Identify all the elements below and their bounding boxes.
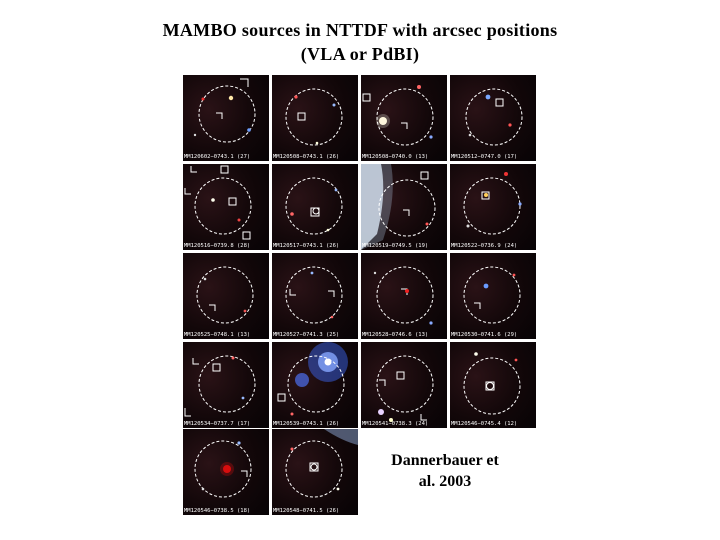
citation-line-1: Dannerbauer et: [391, 452, 499, 469]
image-panel: MM120548−0741.5 (26): [272, 429, 358, 515]
title-line-2: (VLA or PdBI): [300, 44, 420, 64]
image-panel: MM120530−0741.6 (29): [450, 253, 536, 339]
image-panel: MM120508−0743.1 (26): [272, 75, 358, 161]
image-panel: MM120516−0739.8 (28): [183, 164, 269, 250]
image-panel: MM120539−0743.1 (26): [272, 342, 358, 428]
panel-label: MM120525−0748.1 (13): [184, 332, 251, 338]
image-panel: MM120527−0741.3 (25): [272, 253, 358, 339]
title-line-1: MAMBO sources in NTTDF with arcsec posit…: [162, 20, 558, 40]
panel-label: MM120539−0743.1 (26): [273, 421, 340, 427]
panel-label: MM120546−0745.4 (12): [451, 421, 518, 427]
citation: Dannerbauer et al. 2003: [360, 450, 530, 492]
panel-art: [194, 440, 252, 498]
figure-title: MAMBO sources in NTTDF with arcsec posit…: [0, 18, 720, 66]
panel-art: [463, 266, 521, 324]
citation-line-2: al. 2003: [418, 473, 472, 490]
panel-art: [285, 266, 343, 324]
panel-label: MM120517−0743.1 (26): [273, 243, 340, 249]
panel-label: MM120541−0738.3 (24): [362, 421, 429, 427]
image-panel: MM120534−0737.7 (17): [183, 342, 269, 428]
panel-art: [184, 165, 252, 240]
image-panel: MM120508−0740.0 (13): [361, 75, 447, 161]
panel-art: [277, 342, 348, 416]
panel-label: MM120530−0741.6 (29): [451, 332, 518, 338]
image-panel: MM120519−0749.5 (19): [361, 164, 447, 250]
panel-label: MM120512−0747.0 (17): [451, 154, 518, 160]
panel-art: [285, 177, 343, 235]
panel-art: [285, 88, 343, 146]
panel-label: MM120602−0743.1 (27): [184, 154, 251, 160]
panel-art: [463, 172, 522, 235]
panel-art: [285, 429, 358, 498]
panel-label: MM120528−0746.6 (13): [362, 332, 429, 338]
panel-art: [376, 355, 434, 422]
panel-art: [465, 88, 523, 146]
panel-art: [193, 78, 256, 143]
image-panel: MM120517−0743.1 (26): [272, 164, 358, 250]
panel-art: [184, 355, 256, 417]
panel-label: MM120548−0741.5 (26): [273, 508, 340, 514]
image-panel: MM120546−0745.4 (12): [450, 342, 536, 428]
image-panel: MM120602−0743.1 (27): [183, 75, 269, 161]
image-panel: MM120512−0747.0 (17): [450, 75, 536, 161]
image-panel: MM120541−0738.3 (24): [361, 342, 447, 428]
panel-art: [373, 266, 434, 325]
panel-art: [463, 352, 521, 415]
image-panel: MM120525−0748.1 (13): [183, 253, 269, 339]
image-panel: MM120528−0746.6 (13): [361, 253, 447, 339]
panel-label: MM120519−0749.5 (19): [362, 243, 429, 249]
panel-label: MM120508−0740.0 (13): [362, 154, 429, 160]
image-grid: MM120602−0743.1 (27) MM120508−0743.1 (26…: [183, 75, 536, 515]
panel-label: MM120546−0738.5 (18): [184, 508, 251, 514]
image-panel: MM120522−0736.9 (24): [450, 164, 536, 250]
panel-label: MM120516−0739.8 (28): [184, 243, 251, 249]
panel-art: [196, 266, 254, 324]
panel-label: MM120534−0737.7 (17): [184, 421, 251, 427]
panel-label: MM120508−0743.1 (26): [273, 154, 340, 160]
panel-art: [361, 164, 436, 250]
panel-art: [362, 85, 434, 146]
panel-label: MM120527−0741.3 (25): [273, 332, 340, 338]
image-panel: MM120546−0738.5 (18): [183, 429, 269, 515]
panel-label: MM120522−0736.9 (24): [451, 243, 518, 249]
